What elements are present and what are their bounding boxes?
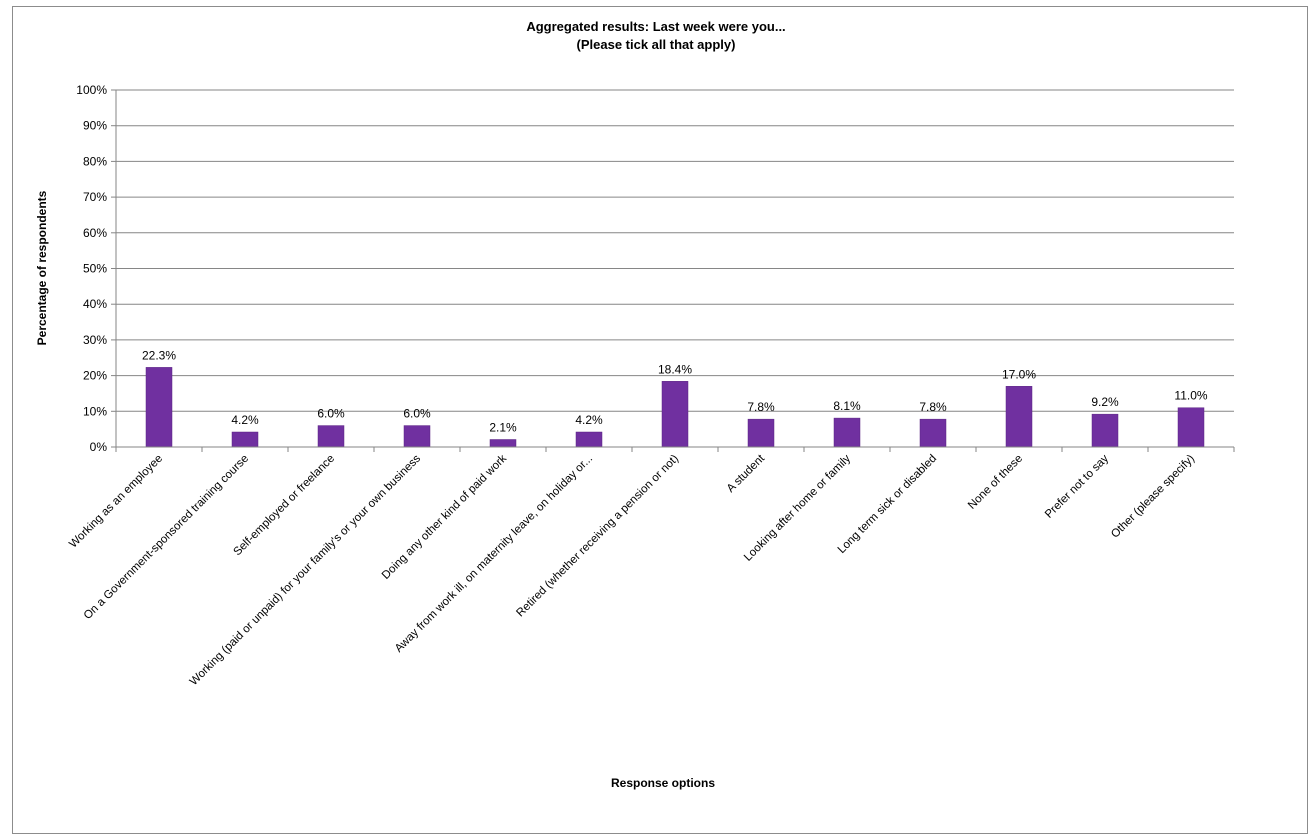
data-label: 2.1% bbox=[489, 421, 517, 435]
y-tick-label: 70% bbox=[83, 190, 107, 204]
y-tick-label: 50% bbox=[83, 262, 107, 276]
y-tick-label: 90% bbox=[83, 119, 107, 133]
y-tick-label: 60% bbox=[83, 226, 107, 240]
bar bbox=[1005, 386, 1033, 448]
data-label: 8.1% bbox=[833, 399, 861, 413]
bar bbox=[919, 418, 947, 448]
y-tick-label: 100% bbox=[76, 83, 107, 97]
y-tick-label: 20% bbox=[83, 369, 107, 383]
category-label: Other (please specify) bbox=[1109, 453, 1197, 541]
data-label: 9.2% bbox=[1091, 395, 1119, 409]
data-label: 7.8% bbox=[747, 400, 775, 414]
category-label: Away from work ill, on maternity leave, … bbox=[393, 453, 595, 655]
gridlines bbox=[111, 89, 1234, 448]
bar bbox=[1091, 413, 1119, 448]
bars bbox=[145, 367, 1205, 448]
chart-subtitle: (Please tick all that apply) bbox=[577, 37, 736, 52]
data-label: 18.4% bbox=[658, 362, 692, 376]
data-label: 11.0% bbox=[1174, 389, 1207, 403]
y-tick-label: 80% bbox=[83, 154, 107, 168]
bar bbox=[317, 425, 345, 448]
bar bbox=[403, 425, 431, 448]
y-tick-label: 30% bbox=[83, 333, 107, 347]
axes bbox=[115, 90, 1235, 452]
bar bbox=[1177, 407, 1205, 448]
bar bbox=[489, 439, 517, 448]
chart-title: Aggregated results: Last week were you..… bbox=[526, 19, 785, 34]
bar bbox=[833, 417, 861, 448]
category-label: Prefer not to say bbox=[1043, 452, 1111, 520]
bar bbox=[575, 431, 603, 448]
y-tick-label: 40% bbox=[83, 297, 107, 311]
y-tick-label: 10% bbox=[83, 404, 107, 418]
y-tick-labels: 0% 10% 20% 30% 40% 50% 60% 70% 80% 90% 100% bbox=[76, 83, 107, 454]
category-label: A student bbox=[725, 452, 768, 495]
category-label: Working as an employee bbox=[67, 453, 165, 551]
bar bbox=[145, 367, 173, 448]
data-label: 17.0% bbox=[1002, 367, 1036, 381]
x-axis-title: Response options bbox=[611, 776, 715, 790]
category-label: Retired (whether receiving a pension or … bbox=[514, 453, 681, 620]
category-label: On a Government-sponsored training cours… bbox=[82, 453, 251, 622]
bar bbox=[747, 418, 775, 448]
bar bbox=[661, 381, 689, 448]
y-tick-label: 0% bbox=[90, 440, 108, 454]
category-label: Long term sick or disabled bbox=[836, 453, 939, 556]
data-label: 6.0% bbox=[403, 407, 431, 421]
data-label: 4.2% bbox=[231, 413, 259, 427]
data-label: 4.2% bbox=[575, 413, 603, 427]
data-label: 6.0% bbox=[317, 407, 345, 421]
category-label: Self-employed or freelance bbox=[231, 453, 337, 559]
data-label: 22.3% bbox=[142, 348, 176, 362]
data-labels: 22.3% 4.2% 6.0% 6.0% 2.1% 4.2% 18.4% 7.8% 8.1% 7.… bbox=[142, 348, 1208, 434]
data-label: 7.8% bbox=[919, 400, 947, 414]
y-axis-title: Percentage of respondents bbox=[35, 190, 49, 345]
bar bbox=[231, 431, 259, 448]
category-label: None of these bbox=[966, 453, 1025, 512]
